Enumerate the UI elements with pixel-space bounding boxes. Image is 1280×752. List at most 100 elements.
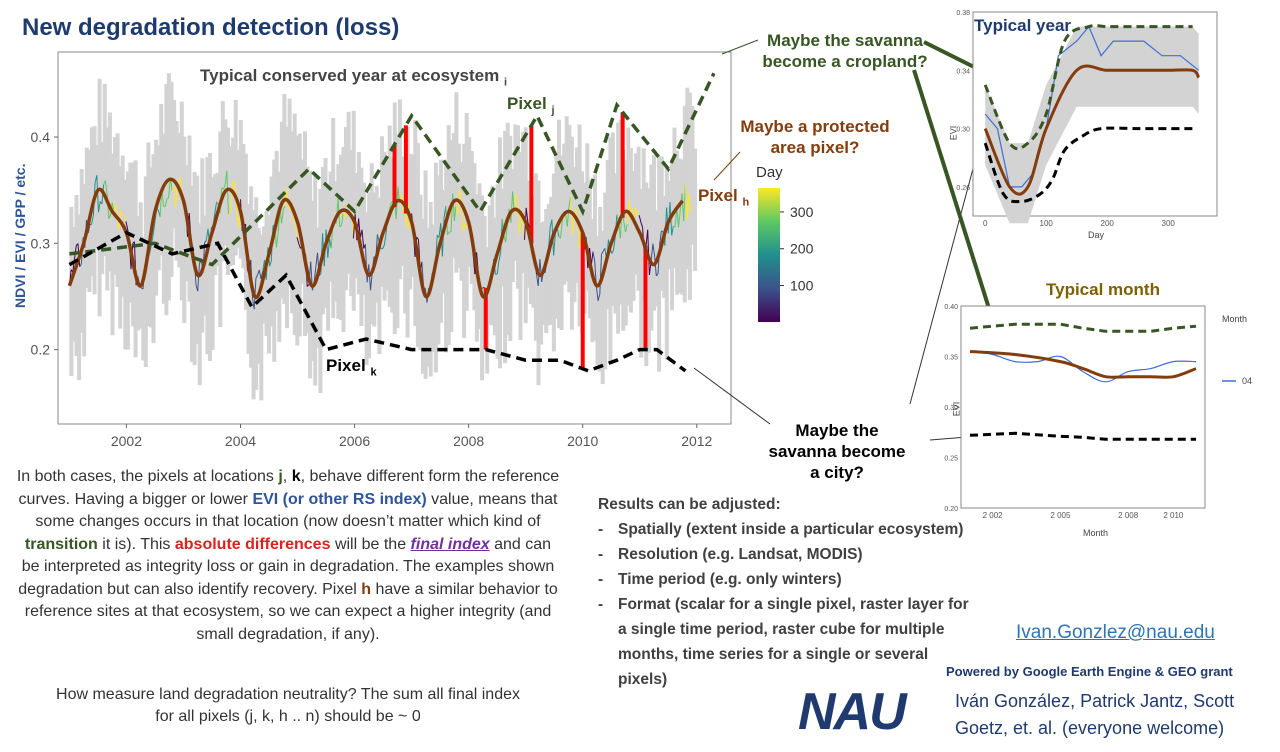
- month-pixel-k-line: [969, 431, 1196, 441]
- para-text-5: will be the: [334, 535, 407, 553]
- band-bar: [505, 122, 510, 335]
- observation-segment: [115, 203, 118, 217]
- band-bar: [190, 185, 194, 362]
- band-bar: [362, 182, 366, 295]
- observation-segment: [214, 201, 218, 214]
- band-bar: [641, 148, 646, 301]
- observation-segment: [613, 237, 616, 250]
- observation-segment: [637, 213, 640, 216]
- observation-segment: [655, 273, 659, 277]
- main-difference-bars: [392, 112, 648, 369]
- month-y-tick-label: 0.40: [944, 304, 958, 311]
- band-bar: [559, 155, 564, 330]
- band-bar: [657, 157, 662, 372]
- para-k: k: [291, 468, 301, 485]
- observation-segment: [601, 251, 604, 255]
- band-bar: [110, 153, 115, 336]
- month-y-tick-label: 0.25: [944, 456, 958, 463]
- results-item: Format (scalar for a single pixel, raste…: [598, 592, 978, 692]
- band-bar: [605, 160, 610, 310]
- band-bar: [141, 236, 146, 361]
- band-bar: [413, 120, 418, 327]
- para-text-4: it is). This: [102, 535, 171, 553]
- band-bar: [472, 163, 477, 311]
- band-bar: [421, 218, 425, 374]
- observation-segment: [98, 201, 101, 213]
- observation-segment: [233, 180, 236, 184]
- band-bar: [564, 116, 569, 282]
- observation-segment: [652, 243, 656, 257]
- band-bar: [595, 235, 600, 366]
- band-bar: [508, 135, 513, 341]
- para-text-2: , behave different form the reference cu…: [18, 468, 560, 508]
- band-bar: [218, 131, 223, 328]
- observation-segment: [318, 273, 322, 277]
- band-bar: [610, 132, 615, 307]
- observation-segment: [654, 256, 657, 276]
- band-bar: [477, 183, 482, 329]
- band-bar: [390, 157, 395, 313]
- email-link[interactable]: Ivan.Gonzlez@nau.edu: [1016, 622, 1215, 643]
- observation-segment: [197, 264, 200, 292]
- observation-segment: [383, 234, 387, 246]
- band-bar: [482, 215, 487, 346]
- para-text-6: and can be interpreted as integrity loss…: [18, 535, 555, 598]
- band-bar: [662, 196, 667, 298]
- band-bar: [336, 164, 341, 319]
- year-x-tick-label: 300: [1162, 219, 1176, 228]
- observation-segment: [659, 230, 662, 245]
- observation-segment: [293, 222, 296, 228]
- observation-segment: [204, 240, 207, 243]
- observation-segment: [510, 191, 514, 223]
- band-bar: [72, 227, 76, 342]
- band-bar: [664, 167, 669, 360]
- band-bar: [100, 142, 105, 274]
- para-h: h: [361, 580, 372, 598]
- band-bar: [449, 140, 454, 333]
- band-bar: [467, 137, 472, 267]
- observation-segment: [229, 192, 233, 214]
- pixel-k-line: [68, 230, 687, 373]
- band-bar: [95, 145, 100, 248]
- band-bar: [295, 135, 300, 346]
- observation-segment: [339, 225, 342, 228]
- observation-segment: [452, 193, 455, 222]
- band-bar: [287, 98, 292, 285]
- band-bar: [652, 155, 656, 311]
- month-reference-line: [969, 350, 1197, 379]
- observation-segment: [228, 212, 231, 215]
- band-bar: [675, 150, 680, 295]
- month-x-label: Month: [1083, 528, 1109, 538]
- band-bar: [572, 166, 577, 303]
- y-tick-label: 0.4: [31, 129, 51, 145]
- band-bar: [490, 185, 495, 326]
- observation-segment: [175, 187, 178, 207]
- observation-segment: [496, 261, 500, 275]
- observation-segment: [380, 247, 383, 250]
- observation-segment: [108, 215, 111, 219]
- year-observed-line: [984, 25, 1200, 188]
- band-bar: [423, 170, 428, 379]
- y-tick-label: 0.3: [31, 235, 51, 251]
- band-bar: [369, 163, 374, 325]
- band-bar: [333, 181, 338, 302]
- band-bar: [513, 124, 518, 261]
- observation-segment: [674, 208, 678, 227]
- observation-segment: [368, 264, 371, 291]
- observation-segment: [640, 222, 644, 228]
- observation-segment: [671, 226, 674, 236]
- band-bar: [444, 160, 449, 353]
- year-pixel-k-line: [983, 126, 1193, 204]
- band-bar: [600, 231, 605, 385]
- label-pixel-h: Pixel h: [698, 186, 749, 208]
- x-tick-label: 2012: [681, 433, 712, 449]
- observation-segment: [258, 269, 262, 280]
- city-to-year-arrow: [909, 149, 979, 405]
- para-text-1: In both cases, the pixels at locations: [16, 468, 274, 485]
- observation-segment: [388, 203, 392, 210]
- observation-segment: [91, 215, 94, 225]
- month-plot-frame: [960, 305, 1206, 509]
- month-y-tick-label: 0.35: [944, 355, 958, 362]
- band-bar: [82, 183, 87, 357]
- para-j: j: [278, 468, 283, 485]
